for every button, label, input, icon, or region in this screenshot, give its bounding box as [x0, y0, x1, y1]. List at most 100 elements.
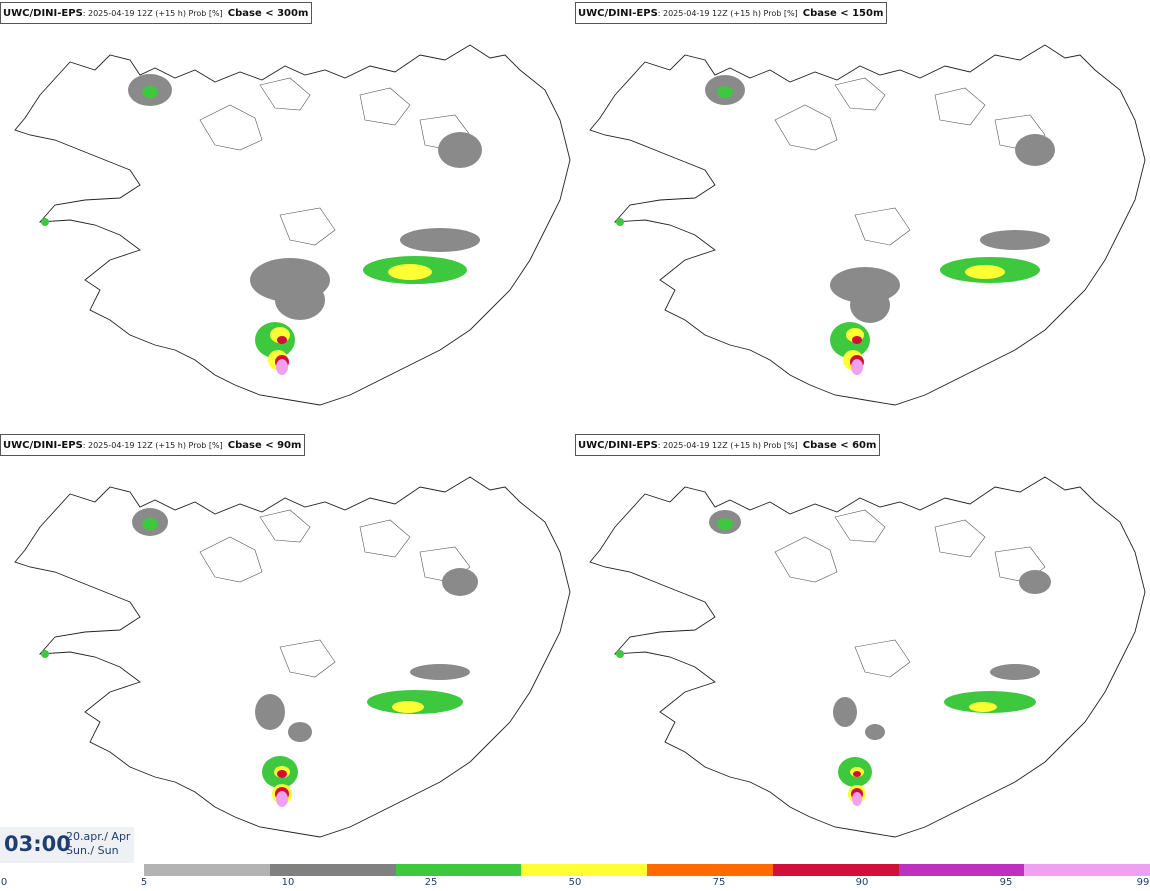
legend-tick-label: 95: [999, 877, 1013, 888]
terrain-contour: [834, 77, 886, 111]
legend-tick-label: 25: [424, 877, 438, 888]
red-probability-area: [277, 336, 287, 344]
terrain-contour: [774, 104, 838, 151]
panel-title: UWC/DINI-EPS: 2025-04-19 12Z (+15 h) Pro…: [0, 434, 306, 456]
map-panel-150m: UWC/DINI-EPS: 2025-04-19 12Z (+15 h) Pro…: [575, 0, 1150, 430]
valid-date: 20.apr./ Apr Sun./ Sun: [66, 830, 130, 858]
gray-probability-area: [865, 724, 885, 740]
run-info: : 2025-04-19 12Z (+15 h) Prob [%]: [657, 441, 798, 450]
field-name: Cbase < 90m: [227, 440, 302, 451]
color-legend: [144, 864, 1150, 876]
green-probability-area: [41, 650, 49, 658]
green-probability-area: [616, 650, 624, 658]
legend-swatch: [144, 864, 270, 876]
valid-date-line: 20.apr./ Apr: [66, 830, 131, 843]
iceland-map: [14, 476, 571, 838]
legend-tick-label: 50: [568, 877, 582, 888]
terrain-contour: [359, 519, 411, 558]
terrain-contour: [854, 207, 911, 246]
legend-swatch: [269, 864, 396, 876]
terrain-contour: [834, 509, 886, 543]
legend-swatch: [898, 864, 1025, 876]
map-panel-60m: UWC/DINI-EPS: 2025-04-19 12Z (+15 h) Pro…: [575, 432, 1150, 862]
gray-probability-area: [400, 228, 480, 252]
green-probability-area: [142, 86, 158, 98]
yellow-probability-area: [965, 265, 1005, 279]
coastline: [14, 476, 571, 838]
coastline: [14, 44, 571, 406]
terrain-contour: [854, 639, 911, 678]
pink-probability-area: [276, 791, 288, 807]
legend-swatch: [772, 864, 899, 876]
gray-probability-area: [288, 722, 312, 742]
gray-probability-area: [1015, 134, 1055, 166]
legend-swatch: [521, 864, 647, 876]
terrain-contour: [279, 207, 336, 246]
valid-time: 03:00: [4, 832, 71, 856]
pink-probability-area: [852, 792, 862, 806]
terrain-contour: [259, 77, 311, 111]
terrain-contour: [259, 509, 311, 543]
gray-probability-area: [833, 697, 857, 727]
panel-title: UWC/DINI-EPS: 2025-04-19 12Z (+15 h) Pro…: [0, 2, 313, 24]
legend-ticks: 0 5 10 25 50 75 90 95 99: [0, 877, 1150, 891]
gray-probability-area: [442, 568, 478, 596]
field-name: Cbase < 300m: [227, 8, 309, 19]
yellow-probability-area: [969, 702, 997, 712]
iceland-map: [589, 44, 1146, 406]
red-probability-area: [852, 336, 862, 344]
gray-probability-area: [438, 132, 482, 168]
gray-probability-area: [850, 287, 890, 323]
gray-probability-area: [990, 664, 1040, 680]
legend-tick-label: 10: [281, 877, 295, 888]
map-panel-300m: UWC/DINI-EPS: 2025-04-19 12Z (+15 h) Pro…: [0, 0, 575, 430]
terrain-contour: [199, 104, 263, 151]
legend-swatch: [647, 864, 773, 876]
gray-probability-area: [980, 230, 1050, 250]
run-info: : 2025-04-19 12Z (+15 h) Prob [%]: [82, 9, 223, 18]
valid-day-line: Sun./ Sun: [66, 844, 119, 857]
legend-tick-label: 90: [855, 877, 869, 888]
pink-probability-area: [851, 359, 863, 375]
gray-probability-area: [410, 664, 470, 680]
yellow-probability-area: [392, 701, 424, 713]
model-name: UWC/DINI-EPS: [578, 440, 658, 451]
green-probability-area: [41, 218, 49, 226]
legend-swatch: [1024, 864, 1150, 876]
terrain-contour: [359, 87, 411, 126]
map-panel-90m: UWC/DINI-EPS: 2025-04-19 12Z (+15 h) Pro…: [0, 432, 575, 862]
green-probability-area: [142, 518, 158, 530]
coastline: [589, 476, 1146, 838]
green-probability-area: [944, 691, 1036, 713]
pink-probability-area: [276, 359, 288, 375]
terrain-contour: [774, 536, 838, 583]
terrain-contour: [199, 536, 263, 583]
run-info: : 2025-04-19 12Z (+15 h) Prob [%]: [657, 9, 798, 18]
green-probability-area: [717, 86, 733, 98]
model-name: UWC/DINI-EPS: [3, 440, 83, 451]
legend-tick-label: 0: [0, 877, 8, 888]
model-name: UWC/DINI-EPS: [3, 8, 83, 19]
green-probability-area: [717, 518, 733, 530]
terrain-contour: [934, 87, 986, 126]
model-name: UWC/DINI-EPS: [578, 8, 658, 19]
field-name: Cbase < 60m: [802, 440, 877, 451]
panel-title: UWC/DINI-EPS: 2025-04-19 12Z (+15 h) Pro…: [575, 2, 888, 24]
red-probability-area: [853, 771, 861, 777]
legend-swatch: [395, 864, 522, 876]
panel-title: UWC/DINI-EPS: 2025-04-19 12Z (+15 h) Pro…: [575, 434, 881, 456]
run-info: : 2025-04-19 12Z (+15 h) Prob [%]: [82, 441, 223, 450]
valid-time-box: 03:00 20.apr./ Apr Sun./ Sun: [0, 827, 134, 863]
gray-probability-area: [275, 280, 325, 320]
red-probability-area: [277, 770, 287, 778]
gray-probability-area: [255, 694, 285, 730]
yellow-probability-area: [388, 264, 432, 280]
field-name: Cbase < 150m: [802, 8, 884, 19]
iceland-map: [14, 44, 571, 406]
legend-tick-label: 75: [712, 877, 726, 888]
terrain-contour: [934, 519, 986, 558]
legend-tick-label: 5: [140, 877, 148, 888]
terrain-contour: [279, 639, 336, 678]
gray-probability-area: [1019, 570, 1051, 594]
coastline: [589, 44, 1146, 406]
